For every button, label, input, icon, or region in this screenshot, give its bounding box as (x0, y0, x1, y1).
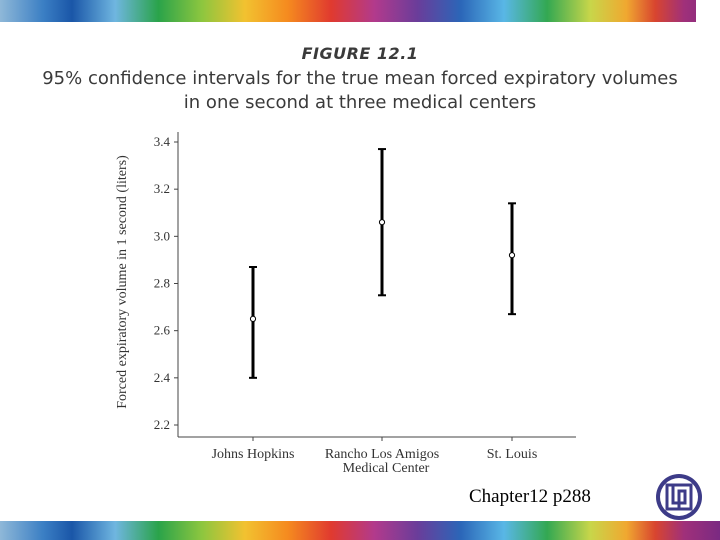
y-tick-label: 2.4 (154, 370, 171, 385)
x-categories: Johns Hopkins Rancho Los Amigos St. Louis (212, 437, 538, 462)
mean-point (378, 219, 386, 226)
university-seal-icon (656, 474, 702, 520)
y-tick-label: 2.6 (154, 323, 171, 338)
y-tick-label: 3.0 (154, 228, 170, 243)
chart-axes (177, 132, 576, 438)
y-tick-label: 3.2 (154, 181, 170, 196)
top-right-corner (696, 0, 720, 22)
error-bar-1 (249, 265, 257, 379)
error-bar-2 (378, 148, 386, 297)
x-category-label: Johns Hopkins (212, 447, 295, 462)
chart-marks (249, 148, 516, 379)
top-decorative-stripe (0, 0, 720, 22)
y-tick-label: 2.8 (154, 276, 170, 291)
x-category-label: St. Louis (487, 447, 538, 462)
figure-label: FIGURE 12.1 (301, 44, 419, 63)
y-tick-label: 2.2 (154, 417, 170, 432)
caption-line-1: 95% confidence intervals for the true me… (42, 68, 678, 89)
y-tick-label: 3.4 (154, 134, 171, 149)
mean-point (249, 315, 257, 322)
bottom-decorative-stripe (0, 521, 720, 540)
chapter-page-reference: Chapter12 p288 (469, 486, 591, 507)
error-bar-3 (508, 202, 516, 316)
x-axis-label: Medical Center (342, 461, 430, 476)
x-category-label: Rancho Los Amigos (325, 447, 439, 462)
y-ticks: 2.2 2.4 2.6 2.8 3.0 3.2 3.4 (154, 134, 178, 432)
caption-line-2: in one second at three medical centers (183, 92, 537, 113)
mean-point (508, 252, 516, 259)
figure-caption: 95% confidence intervals for the true me… (20, 67, 700, 115)
